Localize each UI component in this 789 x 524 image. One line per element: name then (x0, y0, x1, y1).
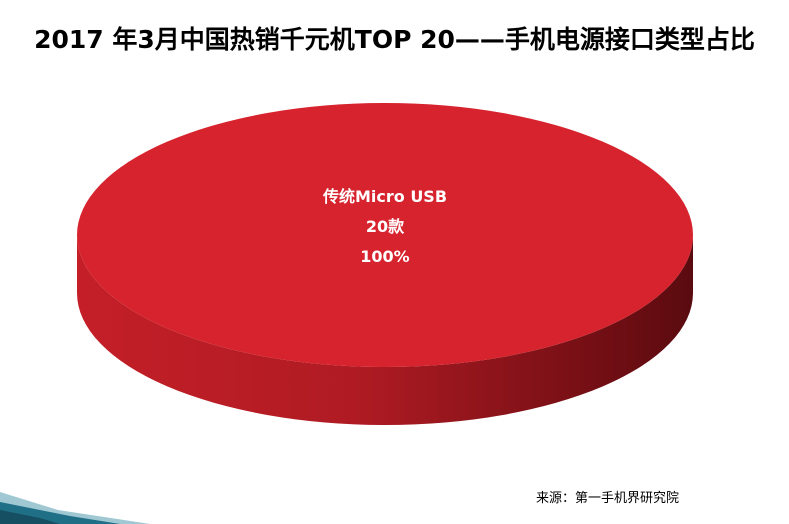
source-note: 来源：第一手机界研究院 (535, 491, 679, 506)
slice-value-label: 20款 (366, 217, 405, 236)
pie-slice (77, 103, 693, 367)
pie-slice-side (77, 235, 693, 425)
chart-title: 2017 年3月中国热销千元机TOP 20——手机电源接口类型占比 (34, 25, 755, 54)
slice-percent-label: 100% (360, 247, 409, 266)
slice-name-label: 传统Micro USB (322, 187, 447, 206)
